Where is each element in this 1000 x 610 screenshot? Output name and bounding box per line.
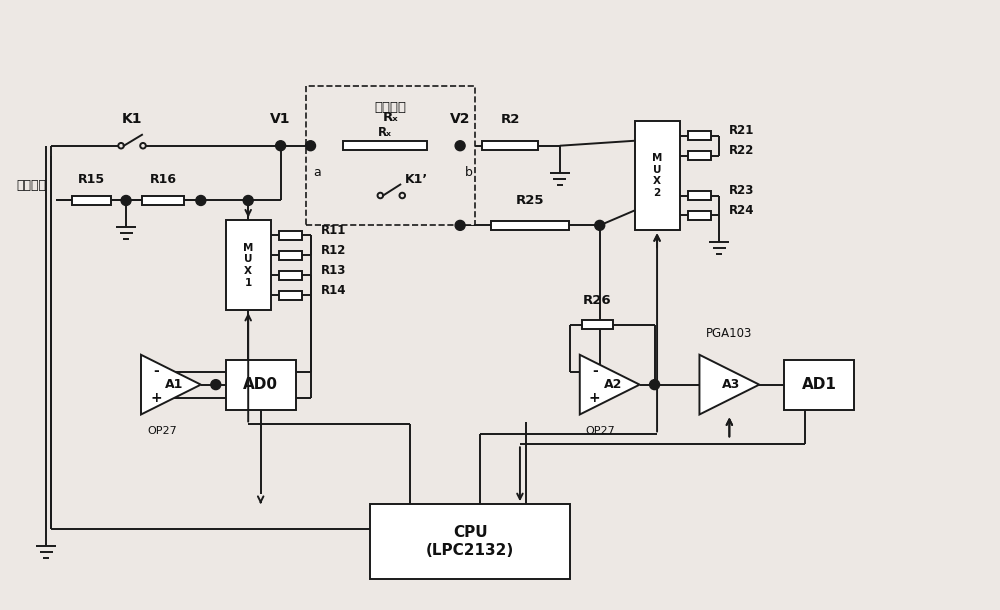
Circle shape — [650, 379, 660, 390]
Bar — [688, 151, 711, 160]
Bar — [142, 196, 184, 205]
Bar — [688, 131, 711, 140]
Text: R21: R21 — [729, 124, 755, 137]
Circle shape — [211, 379, 221, 390]
Text: A1: A1 — [165, 378, 183, 391]
Text: CPU
(LPC2132): CPU (LPC2132) — [426, 525, 514, 558]
Bar — [306, 86, 475, 225]
Text: A3: A3 — [722, 378, 740, 391]
Text: R16: R16 — [150, 173, 177, 185]
Text: M
U
X
2: M U X 2 — [652, 153, 662, 198]
Bar — [635, 121, 680, 231]
Text: b: b — [465, 166, 473, 179]
Text: 绣缘电阴: 绣缘电阴 — [374, 101, 406, 114]
Circle shape — [455, 141, 465, 151]
Text: R22: R22 — [729, 144, 755, 157]
Bar — [688, 211, 711, 220]
Bar — [491, 221, 569, 230]
Bar — [482, 142, 538, 150]
Text: M
U
X
1: M U X 1 — [243, 243, 253, 287]
Text: a: a — [314, 166, 321, 179]
Circle shape — [121, 195, 131, 206]
Polygon shape — [580, 355, 640, 415]
Text: R2: R2 — [500, 113, 520, 126]
Bar — [343, 142, 427, 150]
Circle shape — [306, 141, 316, 151]
Bar — [279, 231, 302, 240]
Bar — [370, 504, 570, 579]
Bar — [688, 191, 711, 200]
Text: -: - — [592, 364, 598, 378]
Text: AD1: AD1 — [802, 377, 837, 392]
Bar — [226, 360, 296, 409]
Text: R26: R26 — [583, 294, 612, 307]
Bar — [582, 320, 613, 329]
Text: +: + — [589, 391, 601, 405]
Circle shape — [243, 195, 253, 206]
Circle shape — [196, 195, 206, 206]
Text: +: + — [150, 391, 162, 405]
Circle shape — [595, 220, 605, 231]
Bar — [72, 196, 111, 205]
Bar — [226, 220, 271, 310]
Bar — [279, 290, 302, 300]
Text: Rₓ: Rₓ — [378, 126, 392, 139]
Text: PGA103: PGA103 — [706, 327, 753, 340]
Text: R24: R24 — [729, 204, 755, 217]
Text: R23: R23 — [729, 184, 755, 197]
Text: R12: R12 — [320, 244, 346, 257]
Bar — [784, 360, 854, 409]
Bar — [279, 251, 302, 260]
Text: OP27: OP27 — [147, 426, 177, 436]
Text: R13: R13 — [320, 264, 346, 277]
Text: K1: K1 — [122, 112, 142, 126]
Text: OP27: OP27 — [586, 426, 616, 436]
Text: AD0: AD0 — [243, 377, 278, 392]
Bar — [279, 271, 302, 279]
Text: 直流高压: 直流高压 — [16, 179, 46, 192]
Text: R14: R14 — [320, 284, 346, 296]
Polygon shape — [699, 355, 759, 415]
Text: V1: V1 — [270, 112, 291, 126]
Text: R11: R11 — [320, 224, 346, 237]
Circle shape — [276, 141, 286, 151]
Text: -: - — [153, 364, 159, 378]
Text: Rₓ: Rₓ — [382, 111, 398, 124]
Circle shape — [455, 220, 465, 231]
Text: A2: A2 — [603, 378, 622, 391]
Text: K1’: K1’ — [405, 173, 428, 185]
Text: V2: V2 — [450, 112, 470, 126]
Polygon shape — [141, 355, 201, 415]
Text: R25: R25 — [516, 195, 544, 207]
Text: R15: R15 — [78, 173, 105, 185]
